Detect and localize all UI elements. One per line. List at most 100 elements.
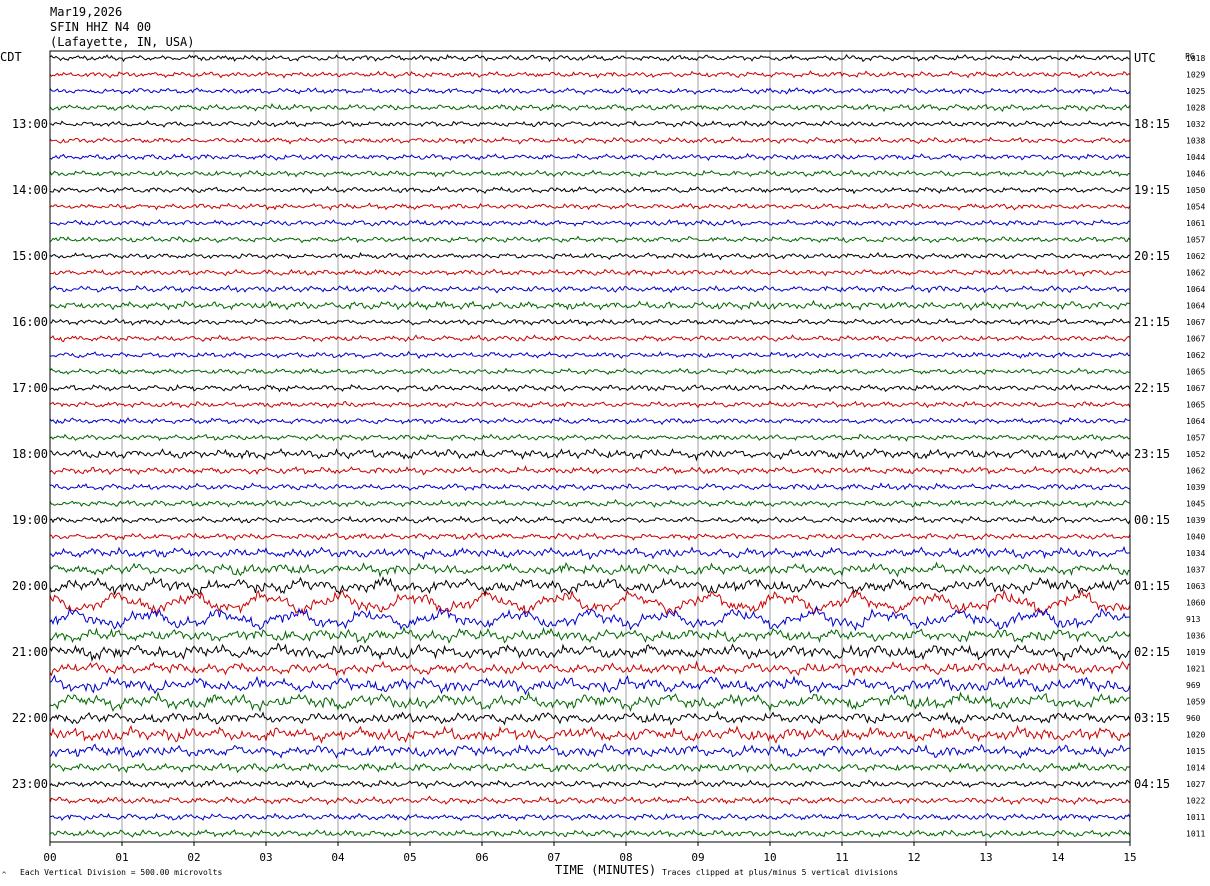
right-hour-label: 02:15	[1134, 645, 1170, 659]
trace-24	[49, 447, 1131, 462]
right-hour-label: 00:15	[1134, 513, 1170, 527]
trace-33	[49, 589, 1131, 617]
trace-35	[49, 626, 1131, 644]
trace-27	[49, 499, 1131, 509]
pg-value: 1064	[1186, 285, 1205, 294]
right-hour-label: 03:15	[1134, 711, 1170, 725]
x-tick-label: 13	[979, 851, 992, 864]
x-tick-label: 12	[907, 851, 920, 864]
x-tick-label: 08	[619, 851, 632, 864]
pg-value: 1032	[1186, 120, 1205, 129]
trace-14	[49, 284, 1131, 294]
trace-7	[49, 169, 1131, 178]
pg-value: 1067	[1186, 384, 1205, 393]
left-hour-label: 22:00	[12, 711, 48, 725]
right-hour-label: 22:15	[1134, 381, 1170, 395]
pg-value: 1057	[1186, 434, 1205, 443]
pg-value: 1062	[1186, 252, 1205, 261]
scale-value: 500.00 microvolts	[140, 868, 222, 877]
trace-10	[49, 219, 1131, 228]
x-tick-label: 15	[1123, 851, 1136, 864]
trace-1	[49, 70, 1131, 79]
right-hour-label: 18:15	[1134, 117, 1170, 131]
pg-value: 1020	[1186, 731, 1205, 740]
pg-value: 1014	[1186, 764, 1205, 773]
trace-23	[49, 433, 1131, 442]
trace-17	[49, 334, 1131, 343]
x-tick-label: 07	[547, 851, 560, 864]
trace-38	[49, 674, 1131, 696]
right-hour-label: UTC	[1134, 51, 1156, 65]
pg-value-labels: 1018 1029 1025 1028 1032 1038 1044 1046 1050 1054…	[1186, 54, 1205, 839]
pg-value: 913	[1186, 615, 1201, 624]
trace-43	[49, 761, 1131, 774]
left-hour-label: 19:00	[12, 513, 48, 527]
left-hour-label: 17:00	[12, 381, 48, 395]
left-hour-label: 18:00	[12, 447, 48, 461]
pg-value: 1028	[1186, 104, 1205, 113]
pg-value: 1044	[1186, 153, 1205, 162]
pg-value: 1029	[1186, 71, 1205, 80]
pg-value: 1040	[1186, 533, 1205, 542]
trace-44	[49, 779, 1131, 790]
trace-12	[49, 251, 1131, 261]
trace-3	[49, 102, 1131, 113]
x-axis-label: TIME (MINUTES)	[555, 863, 656, 877]
left-hour-label: 20:00	[12, 579, 48, 593]
trace-8	[49, 185, 1131, 195]
left-hour-labels: 13:00 14:00 15:00 16:00 17:00 18:00 19:00 20:00…	[12, 117, 48, 791]
right-hour-label: 23:15	[1134, 447, 1170, 461]
trace-4	[49, 119, 1131, 128]
trace-28	[49, 515, 1131, 525]
pg-value: 1065	[1186, 401, 1205, 410]
header-location: (Lafayette, IN, USA)	[50, 35, 195, 49]
left-hour-label: 14:00	[12, 183, 48, 197]
x-tick-label: 09	[691, 851, 704, 864]
pg-value: 1067	[1186, 335, 1205, 344]
minute-gridlines	[121, 51, 1059, 842]
pg-value: 1045	[1186, 500, 1205, 509]
trace-46	[49, 812, 1131, 822]
pg-value: 1064	[1186, 417, 1205, 426]
pg-value: 1025	[1186, 87, 1205, 96]
pg-value: 960	[1186, 714, 1201, 723]
trace-36	[49, 642, 1131, 663]
trace-22	[49, 417, 1131, 426]
left-hour-label: 16:00	[12, 315, 48, 329]
right-hour-label: 19:15	[1134, 183, 1170, 197]
trace-29	[49, 532, 1131, 542]
right-hour-labels: UTC 18:15 19:15 20:15 21:15 22:15 23:15 00:15 01…	[1134, 51, 1170, 791]
trace-20	[49, 383, 1131, 393]
trace-16	[49, 317, 1131, 327]
right-hour-label: 20:15	[1134, 249, 1170, 263]
clip-note: Traces clipped at plus/minus 5 vertical …	[662, 868, 898, 877]
trace-11	[49, 235, 1131, 244]
pg-value: 1019	[1186, 648, 1205, 657]
x-tick-label: 06	[475, 851, 488, 864]
left-hour-label: 15:00	[12, 249, 48, 263]
x-tick-label: 03	[259, 851, 272, 864]
x-tick-label: 05	[403, 851, 416, 864]
left-hour-label: 23:00	[12, 777, 48, 791]
x-tick-label: 02	[187, 851, 200, 864]
right-hour-label: 01:15	[1134, 579, 1170, 593]
x-tick-label: 14	[1051, 851, 1065, 864]
pg-value: 1018	[1186, 54, 1205, 63]
pg-value: 1039	[1186, 516, 1205, 525]
right-hour-label: 21:15	[1134, 315, 1170, 329]
trace-45	[49, 795, 1131, 806]
pg-value: 1038	[1186, 137, 1205, 146]
trace-37	[49, 660, 1131, 677]
pg-value: 1062	[1186, 351, 1205, 360]
trace-19	[49, 367, 1131, 376]
x-tick-label: 10	[763, 851, 776, 864]
pg-value: 1034	[1186, 549, 1205, 558]
trace-31	[49, 561, 1131, 578]
right-hour-label: 04:15	[1134, 777, 1170, 791]
left-timezone-label: CDT	[0, 50, 22, 64]
header-date: Mar19,2026	[50, 5, 122, 19]
trace-47	[49, 829, 1131, 839]
trace-13	[49, 268, 1131, 277]
seismic-traces	[49, 53, 1131, 839]
